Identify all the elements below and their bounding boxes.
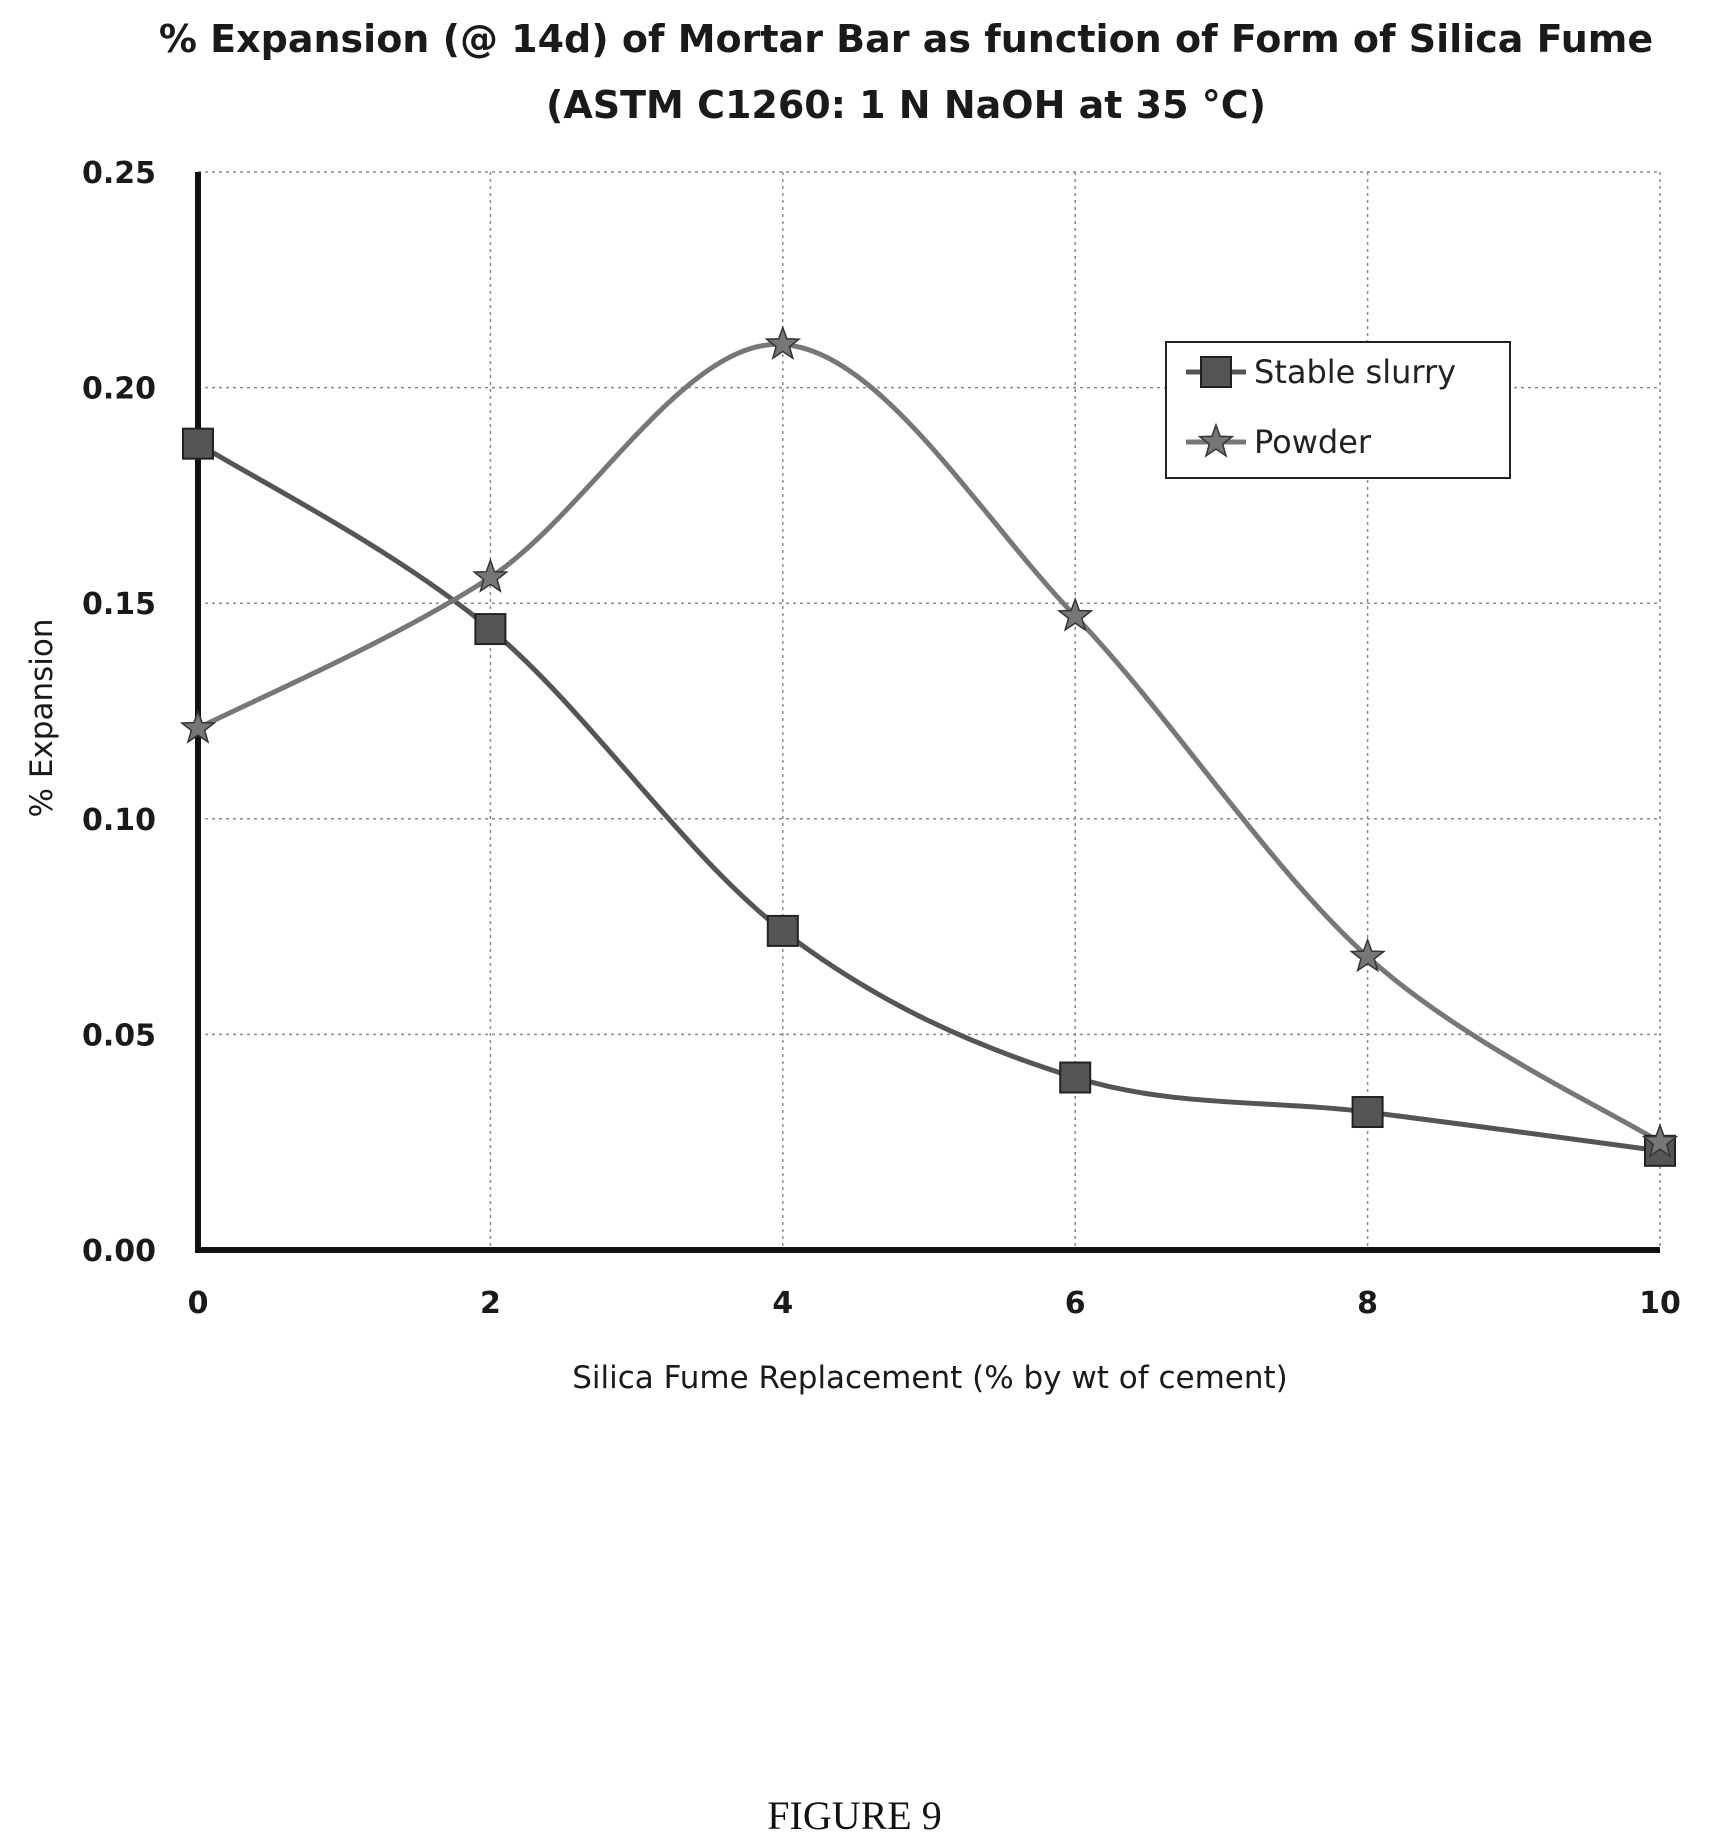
- legend: Stable slurry Powder: [1165, 341, 1511, 479]
- x-tick-label: 8: [1357, 1286, 1378, 1321]
- x-tick-label: 0: [188, 1286, 209, 1321]
- series-markers: [179, 325, 1679, 1167]
- y-tick-label: 0.05: [82, 1018, 156, 1053]
- x-tick-label: 6: [1065, 1286, 1086, 1321]
- data-point-stable-slurry: [182, 427, 214, 460]
- data-point-powder: [179, 708, 217, 744]
- x-tick-label: 4: [772, 1286, 793, 1321]
- data-point-powder: [764, 325, 802, 360]
- legend-marker-powder: [1197, 422, 1235, 458]
- data-point-powder: [1056, 596, 1094, 632]
- y-axis-label: % Expansion: [24, 619, 60, 818]
- legend-label-stable-slurry: Stable slurry: [1254, 353, 1456, 391]
- data-point-stable-slurry: [474, 613, 507, 646]
- y-tick-labels: 0.00 0.05 0.10 0.15 0.20 0.25: [82, 156, 156, 1269]
- y-tick-label: 0.10: [82, 803, 156, 838]
- y-tick-label: 0.25: [82, 156, 156, 191]
- data-point-stable-slurry: [1059, 1061, 1092, 1094]
- data-point-stable-slurry: [1351, 1096, 1384, 1129]
- data-point-stable-slurry: [766, 914, 799, 947]
- series-lines: [196, 341, 1662, 1154]
- x-tick-label: 2: [480, 1286, 501, 1321]
- y-tick-label: 0.15: [82, 587, 156, 622]
- x-tick-labels: 0 2 4 6 8 10: [188, 1286, 1681, 1321]
- gridlines: [198, 171, 1661, 1250]
- figure-caption: FIGURE 9: [767, 1793, 942, 1838]
- chart-title-line1: % Expansion (@ 14d) of Mortar Bar as fun…: [159, 17, 1653, 61]
- y-tick-label: 0.20: [82, 372, 156, 407]
- legend-marker-stable-slurry: [1200, 356, 1232, 388]
- data-point-powder: [1349, 937, 1386, 973]
- chart: % Expansion (@ 14d) of Mortar Bar as fun…: [24, 17, 1681, 1396]
- axes: [195, 172, 1660, 1253]
- series-line-stable-slurry: [196, 441, 1661, 1154]
- data-point-powder: [472, 558, 509, 593]
- x-axis-label: Silica Fume Replacement (% by wt of ceme…: [572, 1360, 1288, 1396]
- chart-title-line2: (ASTM C1260: 1 N NaOH at 35 °C): [546, 83, 1266, 127]
- x-tick-label: 10: [1639, 1286, 1681, 1321]
- data-point-powder: [1641, 1123, 1679, 1158]
- legend-label-powder: Powder: [1254, 423, 1372, 461]
- y-tick-label: 0.00: [82, 1234, 156, 1269]
- series-line-powder: [196, 341, 1662, 1145]
